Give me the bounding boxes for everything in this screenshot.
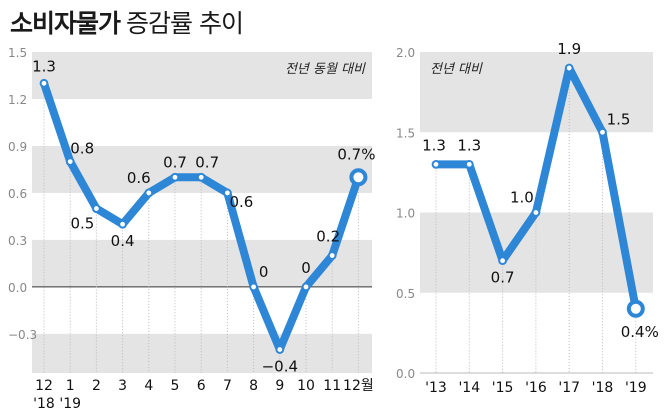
data-label: 1.5	[607, 110, 631, 128]
data-point	[431, 159, 441, 169]
data-point	[301, 282, 311, 292]
y-tick-label: 1.2	[8, 93, 27, 107]
x-tick-label: '19	[625, 380, 647, 396]
data-label: 1.3	[457, 136, 481, 154]
data-point	[65, 157, 75, 167]
y-tick-label: 1.5	[8, 46, 27, 60]
grid-band-3	[32, 333, 372, 373]
data-label: 0.5	[70, 215, 94, 233]
data-point	[39, 78, 49, 88]
data-point	[249, 282, 259, 292]
x-tick-label: 1	[66, 378, 75, 394]
title-sub: 증감률 추이	[126, 9, 244, 38]
x-tick-label: '18	[592, 380, 614, 396]
x-tick-label: 11	[323, 378, 341, 394]
data-point	[464, 159, 474, 169]
x-tick-label: 10	[297, 378, 315, 394]
data-point	[170, 172, 180, 182]
data-label: 1.3	[32, 57, 56, 75]
data-point	[564, 63, 574, 73]
y-tick-label: 0.5	[396, 287, 415, 301]
year-label: '19	[59, 396, 81, 412]
x-tick-label: '16	[525, 380, 547, 396]
year-label: '18	[33, 396, 55, 412]
x-tick-label: 2	[92, 378, 101, 394]
chart-title: 소비자물가 증감률 추이	[10, 4, 244, 40]
data-label: 0.2	[316, 228, 340, 246]
x-tick-label: 9	[275, 378, 284, 394]
x-tick-label: 12월	[343, 378, 374, 394]
data-label: 0.7	[195, 153, 219, 171]
data-label: 0.4	[111, 232, 135, 250]
x-tick-label: '14	[458, 380, 480, 396]
data-label: −0.4	[262, 358, 298, 376]
grid-band-0	[420, 52, 653, 133]
latest-point-marker	[349, 168, 368, 187]
data-point	[498, 256, 508, 266]
data-label: 1.3	[422, 136, 446, 154]
x-tick-label: 8	[249, 378, 258, 394]
data-label: 0.4%	[621, 323, 659, 341]
annual-chart-panel: 전년 대비 2.0 1.5 1.0 0.5 0.0 1.3 1.3 0.7 1.0 1.9 1.5 0…	[396, 40, 659, 396]
y-tick-label: 2.0	[396, 46, 415, 60]
y-tick-label: 0.6	[8, 187, 27, 201]
data-label: 0.6	[127, 169, 151, 187]
x-tick-label: 7	[223, 378, 232, 394]
y-tick-label: 1.0	[396, 207, 415, 221]
x-tick-label: '15	[492, 380, 514, 396]
x-tick-label: 5	[171, 378, 180, 394]
grid-band-0	[32, 52, 372, 99]
x-tick-label: 3	[118, 378, 127, 394]
grid-band-1	[420, 212, 653, 293]
annual-chart-note: 전년 대비	[430, 62, 483, 77]
data-label: 0	[259, 263, 269, 281]
y-tick-label: 0.0	[396, 367, 415, 381]
data-point	[598, 127, 607, 137]
x-tick-label: 4	[144, 378, 153, 394]
data-point	[275, 345, 285, 354]
data-label: 0.8	[70, 140, 94, 158]
grid-band-1	[32, 145, 372, 193]
data-point	[531, 208, 541, 217]
data-point	[327, 251, 337, 260]
x-tick-label: 12	[35, 378, 53, 394]
y-tick-label: 0.0	[8, 281, 27, 295]
x-tick-label: '17	[558, 380, 580, 396]
data-label: 0.7%	[337, 145, 375, 163]
y-tick-label: 1.5	[396, 126, 415, 140]
data-label: 1.0	[510, 189, 534, 207]
monthly-chart-note: 전년 동월 대비	[285, 62, 366, 77]
data-point	[92, 204, 101, 213]
x-tick-label: '13	[425, 380, 447, 396]
y-tick-label: −0.3	[8, 328, 37, 342]
latest-point-marker	[626, 299, 645, 318]
data-label: 0.6	[229, 193, 253, 211]
x-tick-label: 6	[197, 378, 206, 394]
data-label: 1.9	[557, 40, 581, 58]
data-label: 0	[301, 259, 311, 277]
monthly-chart-panel: 전년 동월 대비 1.5 1.2 0.9 0.6 0.3 0.0 −0.3 1.3 0.8 0.5…	[8, 46, 375, 412]
data-point	[118, 219, 127, 229]
data-point	[144, 188, 154, 198]
y-tick-label: 0.9	[8, 140, 27, 154]
data-point	[223, 188, 232, 198]
data-label: 0.7	[163, 153, 187, 171]
data-label: 0.7	[491, 269, 515, 287]
title-main: 소비자물가	[10, 9, 121, 38]
y-tick-label: 0.3	[8, 234, 27, 248]
data-point	[196, 172, 206, 182]
